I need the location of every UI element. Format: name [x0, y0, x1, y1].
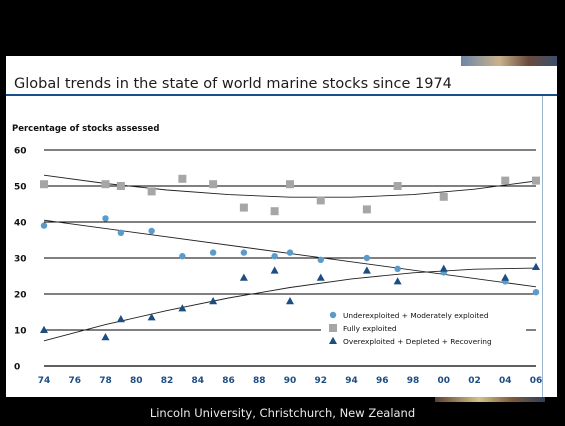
data-point-fully-exploited	[439, 192, 448, 201]
data-point-overexploited	[532, 262, 540, 270]
data-point-underexploited	[363, 254, 371, 262]
legend-marker-underexploited	[329, 311, 337, 319]
data-point-fully-exploited	[239, 203, 248, 212]
slide-title: Global trends in the state of world mari…	[14, 76, 452, 92]
y-tick-label: 0	[14, 363, 20, 373]
data-point-overexploited	[116, 315, 125, 323]
data-point-overexploited	[209, 297, 218, 305]
header-decoration	[461, 56, 557, 66]
data-point-overexploited	[270, 266, 279, 274]
x-tick-label: 98	[407, 376, 420, 386]
data-point-fully-exploited	[501, 176, 510, 185]
x-tick-label: 94	[345, 376, 358, 386]
x-tick-label: 82	[161, 376, 174, 386]
x-tick-label: 06	[530, 376, 543, 386]
data-point-overexploited	[286, 297, 294, 305]
data-point-fully-exploited	[40, 180, 48, 189]
data-point-fully-exploited	[209, 180, 218, 189]
data-point-overexploited	[393, 277, 402, 285]
y-tick-label: 10	[14, 327, 27, 337]
x-tick-label: 90	[284, 376, 297, 386]
data-point-underexploited	[532, 289, 540, 296]
trend-line-fully-exploited	[43, 174, 537, 198]
data-point-overexploited	[101, 333, 110, 341]
data-point-overexploited	[316, 273, 325, 281]
data-point-fully-exploited	[316, 196, 325, 205]
data-point-fully-exploited	[147, 187, 156, 196]
y-tick-label: 30	[14, 255, 27, 265]
legend-label-fully-exploited: Fully exploited	[343, 324, 397, 333]
x-tick-label: 04	[499, 376, 512, 386]
x-tick-label: 74	[38, 376, 51, 386]
y-tick-label: 40	[14, 219, 27, 229]
legend-marker-fully-exploited	[329, 324, 337, 332]
chart: Percentage of stocks assessed 0 10 20 30 40 5…	[12, 124, 543, 386]
data-point-fully-exploited	[286, 180, 294, 189]
slide: Global trends in the state of world mari…	[6, 56, 557, 397]
x-tick-label: 02	[468, 376, 481, 386]
data-point-fully-exploited	[532, 176, 540, 185]
data-point-underexploited	[317, 256, 324, 263]
x-tick-label: 78	[99, 376, 112, 386]
data-point-underexploited	[148, 227, 155, 235]
y-tick-label: 60	[14, 147, 27, 157]
data-point-overexploited	[147, 313, 156, 321]
data-point-underexploited	[286, 249, 294, 256]
data-point-fully-exploited	[116, 182, 125, 190]
data-point-underexploited	[102, 215, 109, 222]
data-point-underexploited	[179, 253, 186, 260]
legend-label-underexploited: Underexploited + Moderately exploited	[343, 311, 489, 320]
legend-box	[321, 307, 526, 349]
y-tick-label: 20	[14, 291, 27, 301]
footer-bar: Lincoln University, Christchurch, New Ze…	[0, 397, 565, 426]
x-tick-label: 86	[222, 376, 235, 386]
trend-line-overexploited	[43, 267, 537, 342]
panel-border	[542, 96, 543, 397]
data-point-fully-exploited	[101, 180, 110, 189]
footer-decoration	[435, 397, 545, 402]
x-tick-label: 80	[130, 376, 143, 386]
footer-text: Lincoln University, Christchurch, New Ze…	[149, 406, 416, 420]
data-point-underexploited	[240, 249, 248, 256]
data-point-underexploited	[271, 253, 278, 260]
data-point-overexploited	[362, 266, 371, 274]
y-axis-label: Percentage of stocks assessed	[12, 124, 159, 134]
x-tick-label: 76	[68, 376, 81, 386]
data-point-underexploited	[40, 222, 48, 229]
data-point-overexploited	[501, 273, 510, 281]
data-point-overexploited	[239, 273, 248, 281]
x-tick-label: 96	[376, 376, 389, 386]
data-point-fully-exploited	[362, 205, 371, 214]
x-tick-label: 00	[437, 376, 450, 386]
data-point-underexploited	[394, 265, 401, 272]
x-tick-label: 92	[314, 376, 327, 386]
y-tick-label: 50	[14, 183, 27, 193]
data-point-overexploited	[439, 264, 448, 272]
data-point-fully-exploited	[393, 182, 402, 190]
data-point-fully-exploited	[270, 207, 279, 216]
data-point-underexploited	[117, 229, 125, 236]
x-tick-label: 84	[191, 376, 204, 386]
x-tick-label: 88	[253, 376, 266, 386]
data-point-overexploited	[178, 304, 187, 312]
data-point-underexploited	[209, 249, 217, 256]
title-rule	[6, 94, 557, 96]
legend-label-overexploited: Overexploited + Depleted + Recovering	[343, 337, 492, 346]
data-point-fully-exploited	[178, 174, 187, 183]
legend-marker-overexploited	[329, 336, 337, 344]
data-point-overexploited	[40, 325, 48, 333]
